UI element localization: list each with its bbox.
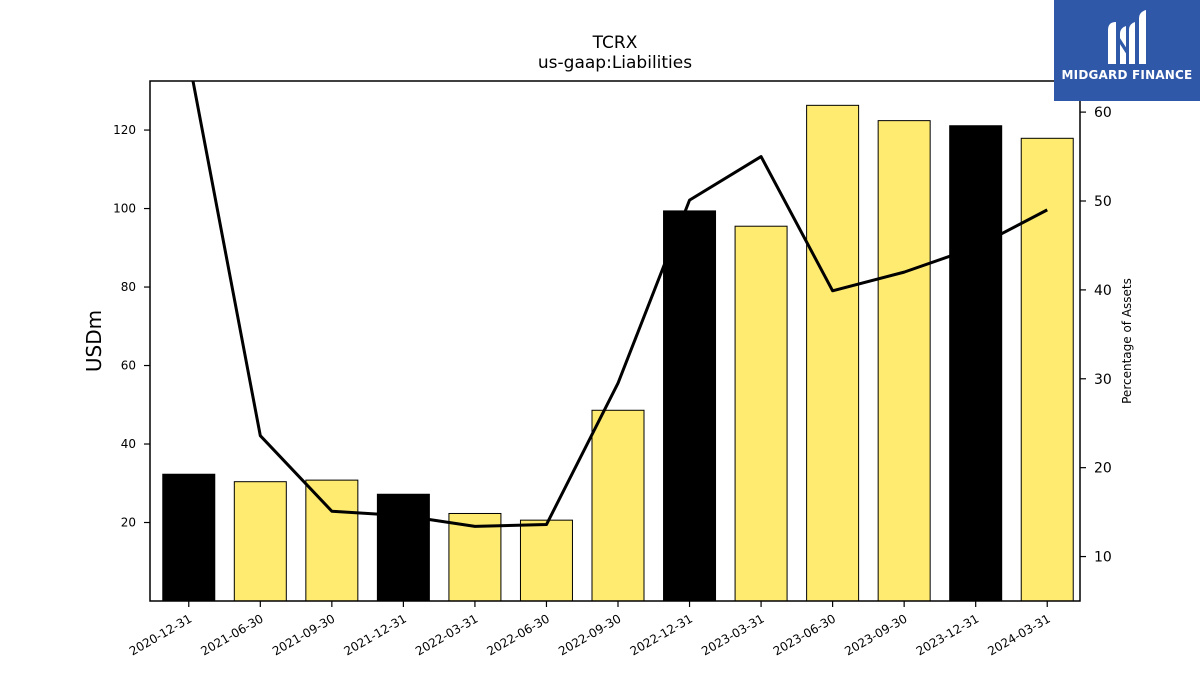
- x-tick-label: 2023-09-30: [842, 611, 909, 658]
- y-tick-right-label: 60: [1094, 105, 1112, 121]
- x-tick-label: 2024-03-31: [985, 611, 1052, 658]
- y-tick-right-label: 50: [1094, 194, 1112, 210]
- chart-title: TCRX: [592, 33, 638, 53]
- line-percentage-of-assets: [191, 81, 1048, 528]
- bar-2023-03-31: [734, 225, 788, 602]
- line-group: [191, 81, 1048, 528]
- bar-2022-09-30: [591, 409, 645, 602]
- y-ticks-right: 10 20 30 40 50 60: [1080, 105, 1112, 566]
- x-ticks: 2020-12-31 2021-06-30 2021-09-30 2021-12-31…: [127, 601, 1053, 658]
- x-tick-label: 2022-06-30: [485, 611, 552, 658]
- bar-2021-06-30: [233, 481, 287, 602]
- x-tick-label: 2022-09-30: [556, 611, 623, 658]
- bar-2021-09-30: [305, 479, 359, 602]
- x-tick-label: 2023-06-30: [771, 611, 838, 658]
- bars-group: [162, 104, 1074, 602]
- mf-monogram-icon: [1108, 10, 1146, 64]
- x-tick-label: 2020-12-31: [127, 611, 194, 658]
- y-tick-left-label: 60: [121, 359, 136, 373]
- y-tick-right-label: 30: [1094, 372, 1112, 388]
- bar-2024-03-31: [1020, 137, 1074, 602]
- bar-2022-03-31: [448, 512, 502, 602]
- x-tick-label: 2021-12-31: [341, 611, 408, 658]
- plot-area-frame: [149, 80, 1081, 602]
- brand-logo: MIDGARD FINANCE: [1054, 0, 1200, 101]
- x-tick-label: 2023-12-31: [914, 611, 981, 658]
- y-ticks-left: 20 40 60 80 100 120: [113, 123, 150, 530]
- x-tick-label: 2022-12-31: [628, 611, 695, 658]
- x-tick-label: 2021-09-30: [270, 611, 337, 658]
- bar-2023-12-31: [949, 125, 1003, 602]
- y-tick-left-label: 100: [113, 202, 136, 216]
- y-tick-left-label: 20: [121, 516, 136, 530]
- bar-2020-12-31: [162, 473, 216, 602]
- y-tick-left-label: 80: [121, 280, 136, 294]
- x-tick-label: 2022-03-31: [413, 611, 480, 658]
- y-axis-label-right: Percentage of Assets: [1120, 278, 1134, 404]
- x-tick-label: 2021-06-30: [198, 611, 265, 658]
- y-tick-left-label: 40: [121, 437, 136, 451]
- bar-2023-06-30: [806, 104, 860, 602]
- bar-2021-12-31: [376, 493, 430, 602]
- brand-name: MIDGARD FINANCE: [1061, 68, 1193, 82]
- y-tick-left-label: 120: [113, 123, 136, 137]
- x-tick-label: 2023-03-31: [699, 611, 766, 658]
- bar-2022-12-31: [663, 210, 717, 602]
- bar-2023-09-30: [877, 120, 931, 602]
- bar-2022-06-30: [519, 519, 573, 602]
- chart-subtitle: us-gaap:Liabilities: [538, 53, 692, 73]
- y-tick-right-label: 20: [1094, 461, 1112, 477]
- y-tick-right-label: 40: [1094, 283, 1112, 299]
- y-axis-label-left: USDm: [82, 310, 106, 372]
- y-tick-right-label: 10: [1094, 550, 1112, 566]
